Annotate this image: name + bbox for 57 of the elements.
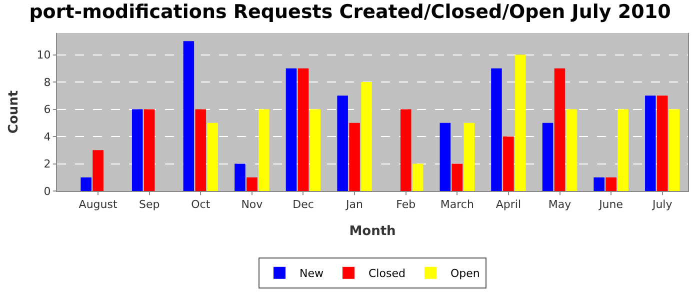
bar xyxy=(80,177,92,191)
x-tick-label: Feb xyxy=(396,198,416,212)
bar xyxy=(183,41,194,191)
x-tick-label: Dec xyxy=(292,198,314,212)
x-tick-label: August xyxy=(78,198,118,212)
legend-label: New xyxy=(300,267,324,280)
bar xyxy=(246,177,258,191)
bar xyxy=(258,109,270,191)
x-tick-label: May xyxy=(548,198,572,212)
bar xyxy=(491,68,502,191)
bar xyxy=(298,68,309,191)
x-tick-label: April xyxy=(496,198,522,212)
y-tick-label: 10 xyxy=(36,48,51,62)
bar xyxy=(515,54,526,191)
x-tick-label: June xyxy=(598,198,624,212)
x-tick-label: Sep xyxy=(138,198,160,212)
y-tick-label: 6 xyxy=(44,103,51,116)
y-tick-label: 4 xyxy=(44,130,51,144)
bar xyxy=(452,164,463,191)
bar xyxy=(618,109,628,191)
bar xyxy=(349,122,360,191)
bar xyxy=(554,68,566,191)
legend-label: Open xyxy=(450,267,480,280)
chart-title: port-modifications Requests Created/Closed/Open July 2010 xyxy=(29,0,671,23)
bar xyxy=(337,96,348,191)
bar xyxy=(144,109,155,191)
bar xyxy=(412,164,424,191)
bar xyxy=(234,164,246,191)
x-tick-label: Jan xyxy=(345,198,364,212)
bar xyxy=(644,96,656,191)
bar xyxy=(668,109,680,191)
bar xyxy=(195,109,206,191)
y-axis-title: Count xyxy=(6,90,22,134)
bar xyxy=(542,122,554,191)
legend-label: Closed xyxy=(368,267,406,280)
y-tick-label: 0 xyxy=(44,184,51,198)
bar xyxy=(132,109,143,191)
bar xyxy=(594,177,604,191)
bar xyxy=(440,122,451,191)
bar xyxy=(566,109,578,191)
y-tick-label: 8 xyxy=(44,76,51,89)
bar xyxy=(207,122,218,191)
bar xyxy=(310,109,321,191)
x-tick-label: March xyxy=(440,198,474,212)
x-tick-label: Nov xyxy=(241,198,264,212)
bar xyxy=(361,82,372,191)
bar xyxy=(606,177,616,191)
bar xyxy=(92,150,104,191)
x-tick-label: July xyxy=(651,198,673,212)
x-tick-label: Oct xyxy=(191,198,211,212)
bar xyxy=(286,68,297,191)
bar xyxy=(656,96,668,191)
bar xyxy=(400,109,412,191)
bar xyxy=(503,136,514,191)
bar xyxy=(464,122,474,191)
y-tick-label: 2 xyxy=(44,158,51,171)
x-axis-title: Month xyxy=(349,224,396,239)
